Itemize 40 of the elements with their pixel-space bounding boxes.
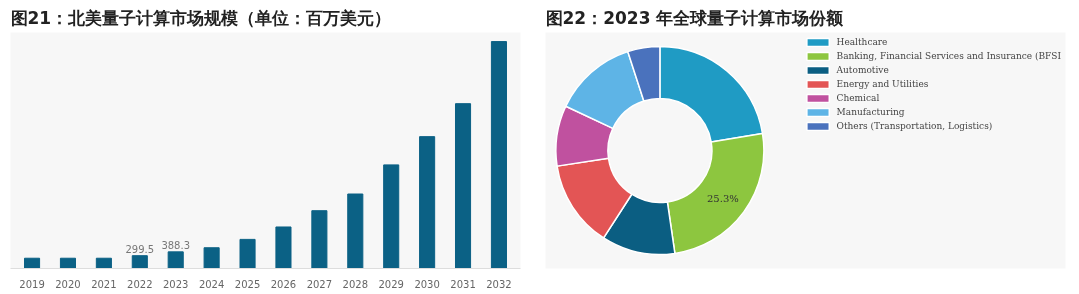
x-tick-label: 2019 — [19, 278, 45, 290]
legend-label: Chemical — [836, 92, 880, 104]
bar — [95, 257, 112, 269]
bar — [454, 103, 472, 269]
data-label: 388.3 — [161, 240, 191, 252]
bar — [131, 255, 148, 269]
x-tick-label: 2025 — [234, 278, 261, 290]
chart-title: 图21：北美量子计算市场规模（单位：百万美元） — [10, 7, 392, 28]
bar — [203, 247, 220, 269]
bar — [419, 136, 436, 269]
x-tick-label: 2029 — [378, 278, 404, 290]
x-tick-label: 2027 — [306, 278, 333, 290]
x-tick-label: 2022 — [127, 278, 153, 290]
x-tick-label: 2031 — [450, 278, 476, 290]
bar — [275, 226, 292, 269]
legend-label: Healthcare — [836, 36, 888, 48]
x-tick-label: 2028 — [342, 278, 369, 290]
bar — [383, 164, 400, 269]
data-label: 25.3% — [706, 193, 739, 205]
bar — [490, 41, 507, 269]
bar — [59, 257, 77, 269]
bar — [24, 257, 41, 269]
chart-title: 图22：2023 年全球量子计算市场份额 — [545, 7, 845, 28]
x-tick-label: 2030 — [414, 278, 440, 290]
legend-label: Others (Transportation, Logistics) — [836, 120, 993, 132]
x-tick-label: 2024 — [198, 278, 225, 290]
x-tick-label: 2026 — [270, 278, 297, 290]
x-tick-label: 2021 — [91, 278, 117, 290]
legend-label: Automotive — [836, 64, 889, 76]
bar — [239, 238, 256, 269]
bar — [311, 210, 328, 269]
bar — [347, 193, 364, 269]
x-tick-label: 2020 — [55, 278, 81, 290]
legend-label: Manufacturing — [836, 106, 905, 118]
x-tick-label: 2032 — [486, 278, 512, 290]
legend-label: Energy and Utilities — [836, 78, 929, 90]
x-tick-label: 2023 — [162, 278, 189, 290]
bar — [167, 251, 184, 269]
legend-label: Banking, Financial Services and Insurance (BFSI — [836, 50, 1061, 62]
data-label: 299.5 — [125, 243, 155, 255]
